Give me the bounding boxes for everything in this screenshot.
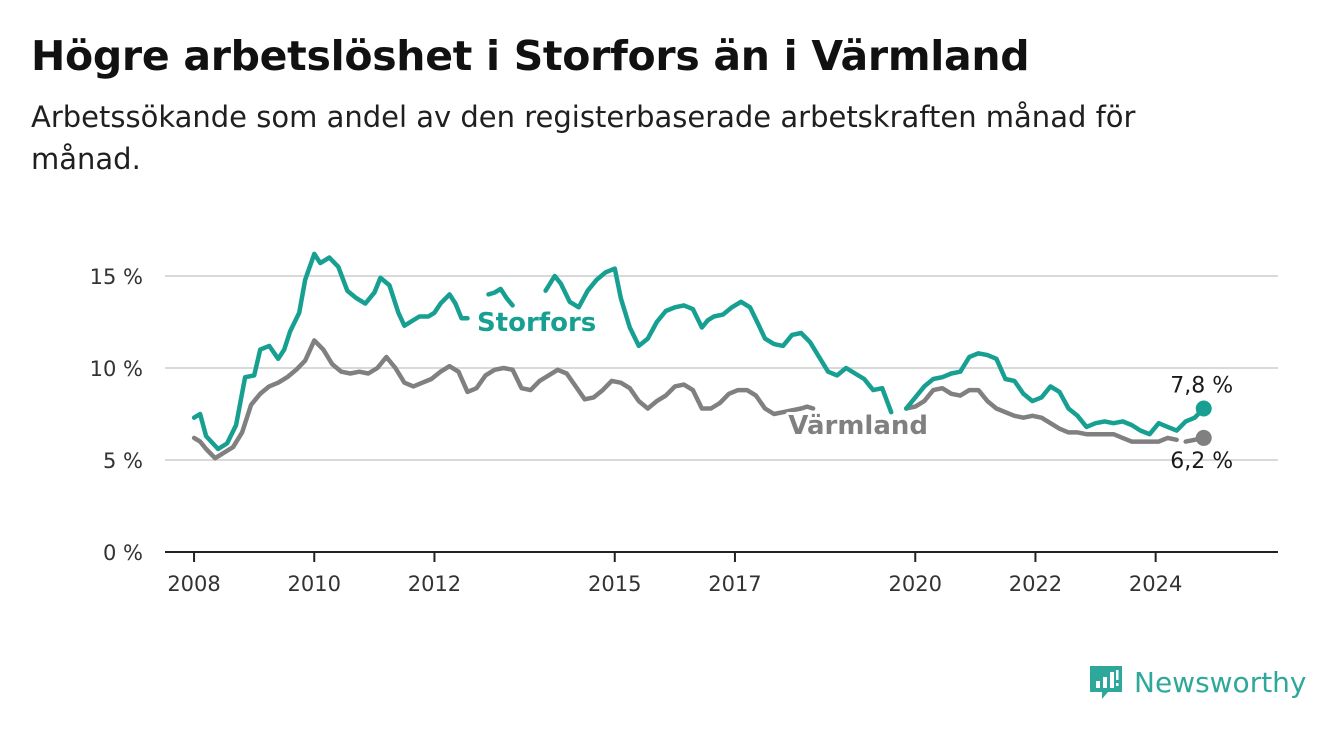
newsworthy-logo-icon: [1090, 666, 1122, 699]
x-tick-label: 2010: [288, 572, 341, 596]
series-line-varmland: [903, 385, 1179, 444]
y-tick-label: 15 %: [90, 265, 143, 289]
x-axis-ticks: 2008 2010 2012 2015 2017 2020 2022 2024: [167, 552, 1182, 596]
series-label-storfors: Storfors: [477, 308, 596, 338]
x-tick-label: 2017: [708, 572, 761, 596]
series-line-storfors: [543, 266, 894, 415]
end-point-marker: [1195, 400, 1212, 417]
series-line-storfors: [191, 251, 470, 452]
series-line-storfors: [903, 351, 1206, 437]
end-point-marker: [1195, 429, 1212, 446]
y-tick-label: 10 %: [90, 357, 143, 381]
x-tick-label: 2022: [1009, 572, 1062, 596]
series-lines: [191, 251, 1206, 461]
series-line-varmland: [191, 338, 816, 461]
series-labels: Storfors Värmland: [474, 305, 931, 444]
x-tick-label: 2024: [1129, 572, 1182, 596]
x-tick-label: 2012: [408, 572, 461, 596]
y-axis-ticks: 0 % 5 % 10 % 15 %: [90, 265, 143, 565]
end-value-label: 6,2 %: [1170, 449, 1233, 474]
gridlines: [165, 275, 1278, 553]
y-tick-label: 5 %: [103, 449, 143, 473]
x-tick-label: 2008: [167, 572, 220, 596]
brand: Newsworthy: [1088, 660, 1307, 704]
end-markers: 7,8 % 6,2 %: [1170, 373, 1233, 473]
chart-subtitle: Arbetssökande som andel av den registerb…: [31, 100, 1136, 176]
brand-name: Newsworthy: [1134, 665, 1307, 699]
series-line-storfors: [486, 286, 515, 308]
series-label-varmland: Värmland: [788, 411, 928, 441]
x-tick-label: 2015: [588, 572, 641, 596]
chart-title: Högre arbetslöshet i Storfors än i Värml…: [31, 32, 1030, 80]
y-tick-label: 0 %: [103, 541, 143, 565]
end-value-label: 7,8 %: [1170, 373, 1233, 398]
x-tick-label: 2020: [889, 572, 942, 596]
